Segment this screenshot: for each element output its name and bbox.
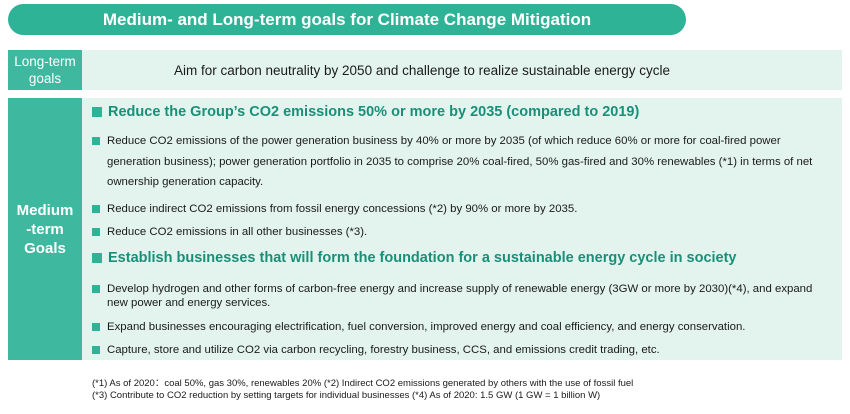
- square-bullet-icon: [92, 137, 100, 145]
- list-item-text: Reduce CO2 emissions of the power genera…: [107, 135, 813, 188]
- square-bullet-icon: [92, 228, 100, 236]
- square-bullet-icon: [92, 205, 100, 213]
- long-term-goal-text: Aim for carbon neutrality by 2050 and ch…: [173, 62, 671, 78]
- page-title: Medium- and Long-term goals for Climate …: [8, 4, 686, 35]
- section-heading-businesses: Establish businesses that will form the …: [92, 250, 737, 266]
- list-item: Expand businesses encouraging electrific…: [92, 317, 832, 338]
- footnote-line: (*3) Contribute to CO2 reduction by sett…: [92, 390, 601, 401]
- long-term-label: Long-term goals: [8, 50, 82, 90]
- list-item-text: Develop hydrogen and other forms of carb…: [107, 283, 813, 309]
- list-item-text: Expand businesses encouraging electrific…: [107, 321, 746, 333]
- footnotes: (*1) As of 2020：coal 50%, gas 30%, renew…: [92, 378, 633, 402]
- list-item: Capture, store and utilize CO2 via carbo…: [92, 340, 832, 361]
- square-bullet-icon: [92, 323, 100, 331]
- square-bullet-icon: [92, 285, 100, 293]
- list-item: Reduce CO2 emissions of the power genera…: [92, 131, 832, 193]
- medium-term-goal-panel: Reduce the Group’s CO2 emissions 50% or …: [82, 98, 842, 360]
- section-heading-text: Establish businesses that will form the …: [108, 250, 737, 266]
- square-bullet-icon: [92, 107, 102, 117]
- square-bullet-icon: [92, 346, 100, 354]
- square-bullet-icon: [92, 253, 102, 263]
- list-item: Develop hydrogen and other forms of carb…: [92, 282, 832, 310]
- list-item: Reduce CO2 emissions in all other busine…: [92, 222, 832, 243]
- list-item-text: Capture, store and utilize CO2 via carbo…: [107, 344, 660, 356]
- list-item: Reduce indirect CO2 emissions from fossi…: [92, 199, 832, 220]
- section-heading-text: Reduce the Group’s CO2 emissions 50% or …: [108, 104, 640, 120]
- list-item-text: Reduce CO2 emissions in all other busine…: [107, 226, 368, 238]
- list-item-text: Reduce indirect CO2 emissions from fossi…: [107, 203, 578, 215]
- footnote-line: (*1) As of 2020：coal 50%, gas 30%, renew…: [92, 378, 634, 389]
- section-heading-emissions: Reduce the Group’s CO2 emissions 50% or …: [92, 104, 639, 120]
- long-term-goal-panel: Aim for carbon neutrality by 2050 and ch…: [82, 50, 842, 90]
- medium-term-label: Medium -term Goals: [8, 98, 82, 360]
